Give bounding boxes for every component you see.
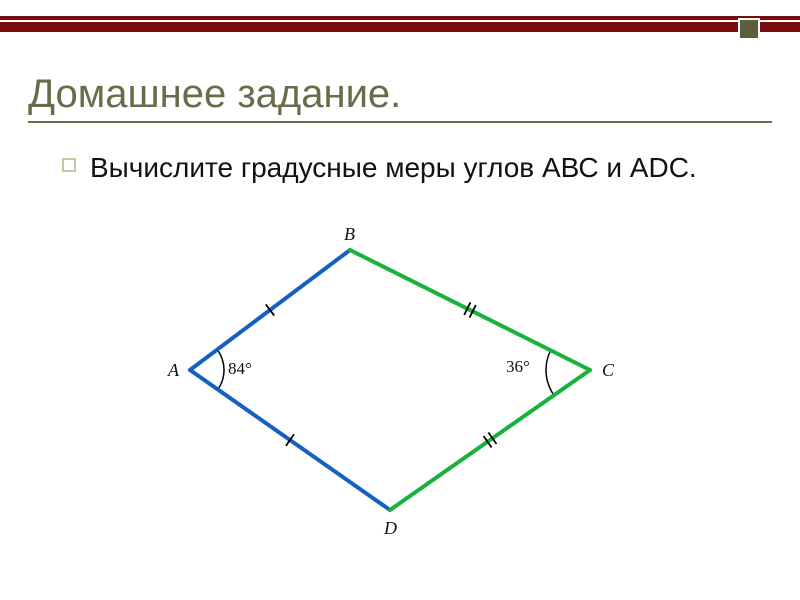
- svg-text:B: B: [344, 224, 355, 244]
- bullet-icon: [62, 158, 76, 172]
- body-text: Вычислите градусные меры углов АВС и АDС…: [90, 150, 697, 185]
- body-block: Вычислите градусные меры углов АВС и АDС…: [62, 150, 760, 185]
- svg-text:C: C: [602, 360, 615, 380]
- bullet-row: Вычислите градусные меры углов АВС и АDС…: [62, 150, 760, 185]
- diagram-svg: 36°84°ABCD: [120, 230, 640, 550]
- svg-text:D: D: [383, 518, 397, 538]
- svg-text:A: A: [167, 360, 180, 380]
- svg-text:36°: 36°: [506, 357, 530, 376]
- header-line-thin: [0, 16, 800, 20]
- header-box-icon: [738, 18, 760, 40]
- header-accent: [0, 16, 800, 34]
- header-line-thick: [0, 22, 800, 32]
- page-title: Домашнее задание.: [28, 72, 772, 123]
- geometry-diagram: 36°84°ABCD: [120, 230, 640, 550]
- svg-text:84°: 84°: [228, 359, 252, 378]
- title-block: Домашнее задание.: [28, 72, 772, 123]
